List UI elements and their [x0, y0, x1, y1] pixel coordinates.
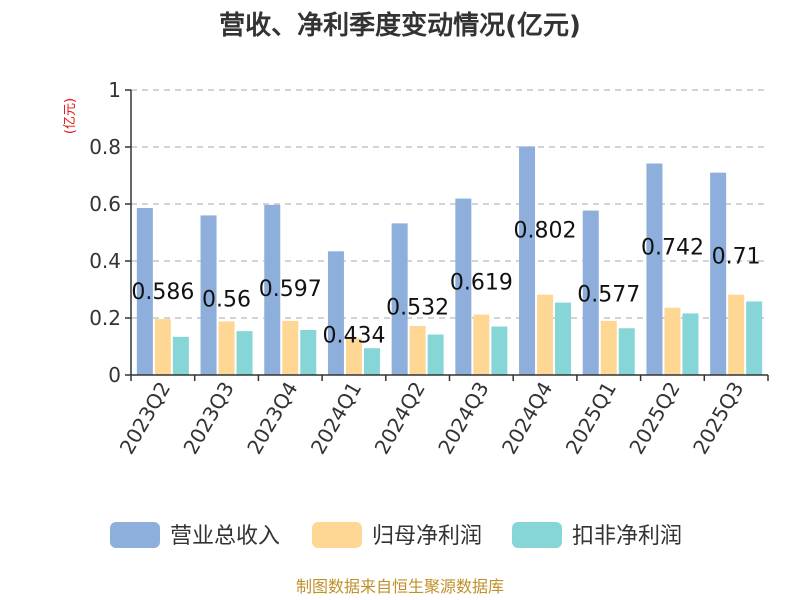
bar-营业总收入-2024Q2 — [391, 223, 408, 375]
bar-归母净利润-2025Q1 — [600, 320, 617, 375]
y-unit-label: (亿元) — [63, 98, 78, 134]
bar-营业总收入-2025Q2 — [646, 163, 663, 375]
data-label: 0.742 — [641, 236, 704, 261]
bar-归母净利润-2023Q2 — [154, 319, 171, 375]
bar-营业总收入-2024Q4 — [519, 146, 536, 375]
data-label: 0.71 — [712, 245, 761, 270]
y-tick-label: 0 — [108, 363, 121, 387]
x-tick-label: 2023Q3 — [178, 378, 238, 459]
data-label: 0.434 — [322, 323, 385, 348]
legend-swatch[interactable] — [512, 522, 562, 548]
x-tick-label: 2024Q3 — [433, 378, 493, 459]
bar-归母净利润-2025Q3 — [728, 294, 745, 375]
x-tick-label: 2023Q2 — [115, 378, 175, 459]
bar-归母净利润-2024Q3 — [473, 314, 490, 375]
y-tick-label: 0.2 — [89, 306, 121, 330]
bar-营业总收入-2023Q2 — [136, 207, 153, 375]
legend-label[interactable]: 归母净利润 — [372, 524, 482, 549]
data-label: 0.586 — [131, 280, 194, 305]
bar-归母净利润-2024Q1 — [345, 338, 362, 375]
bar-扣非净利润-2025Q2 — [682, 313, 699, 375]
bar-归母净利润-2023Q4 — [282, 320, 299, 375]
bar-扣非净利润-2025Q1 — [618, 328, 635, 375]
bar-营业总收入-2024Q3 — [455, 198, 472, 375]
bar-归母净利润-2023Q3 — [218, 321, 235, 375]
bar-扣非净利润-2025Q3 — [746, 301, 763, 375]
bar-营业总收入-2023Q4 — [264, 204, 281, 375]
x-tick-label: 2025Q3 — [688, 378, 748, 459]
x-tick-label: 2025Q1 — [561, 378, 621, 459]
x-tick-label: 2024Q1 — [306, 378, 366, 459]
bar-扣非净利润-2024Q1 — [363, 348, 380, 375]
data-label: 0.577 — [577, 283, 640, 308]
x-tick-label: 2024Q4 — [497, 378, 557, 459]
bar-归母净利润-2024Q4 — [537, 294, 554, 375]
legend-swatch[interactable] — [110, 522, 160, 548]
legend-label[interactable]: 营业总收入 — [170, 524, 280, 549]
bar-营业总收入-2025Q1 — [582, 210, 599, 375]
y-tick-label: 1 — [108, 78, 121, 102]
y-tick-label: 0.8 — [89, 135, 121, 159]
y-tick-label: 0.6 — [89, 192, 121, 216]
legend-swatch[interactable] — [312, 522, 362, 548]
source-note: 制图数据来自恒生聚源数据库 — [296, 577, 504, 596]
data-label: 0.532 — [386, 295, 449, 320]
bar-营业总收入-2023Q3 — [200, 215, 217, 375]
data-label: 0.56 — [202, 287, 251, 312]
bar-营业总收入-2024Q1 — [327, 251, 344, 375]
x-tick-label: 2023Q4 — [242, 378, 302, 459]
bar-营业总收入-2025Q3 — [710, 172, 727, 375]
bar-归母净利润-2025Q2 — [664, 307, 681, 375]
bar-归母净利润-2024Q2 — [409, 325, 426, 375]
legend-label[interactable]: 扣非净利润 — [572, 524, 682, 549]
bar-扣非净利润-2023Q2 — [172, 336, 189, 375]
chart-title: 营收、净利季度变动情况(亿元) — [219, 10, 581, 41]
data-label: 0.619 — [450, 271, 513, 296]
y-tick-label: 0.4 — [89, 249, 121, 273]
data-label: 0.597 — [259, 277, 322, 302]
data-label: 0.802 — [514, 218, 577, 243]
bar-扣非净利润-2024Q2 — [427, 334, 444, 375]
x-tick-label: 2024Q2 — [370, 378, 430, 459]
bar-扣非净利润-2023Q3 — [236, 331, 253, 375]
bar-扣非净利润-2024Q4 — [555, 302, 572, 375]
bar-扣非净利润-2024Q3 — [491, 326, 508, 375]
bar-扣非净利润-2023Q4 — [300, 329, 317, 375]
x-tick-label: 2025Q2 — [624, 378, 684, 459]
